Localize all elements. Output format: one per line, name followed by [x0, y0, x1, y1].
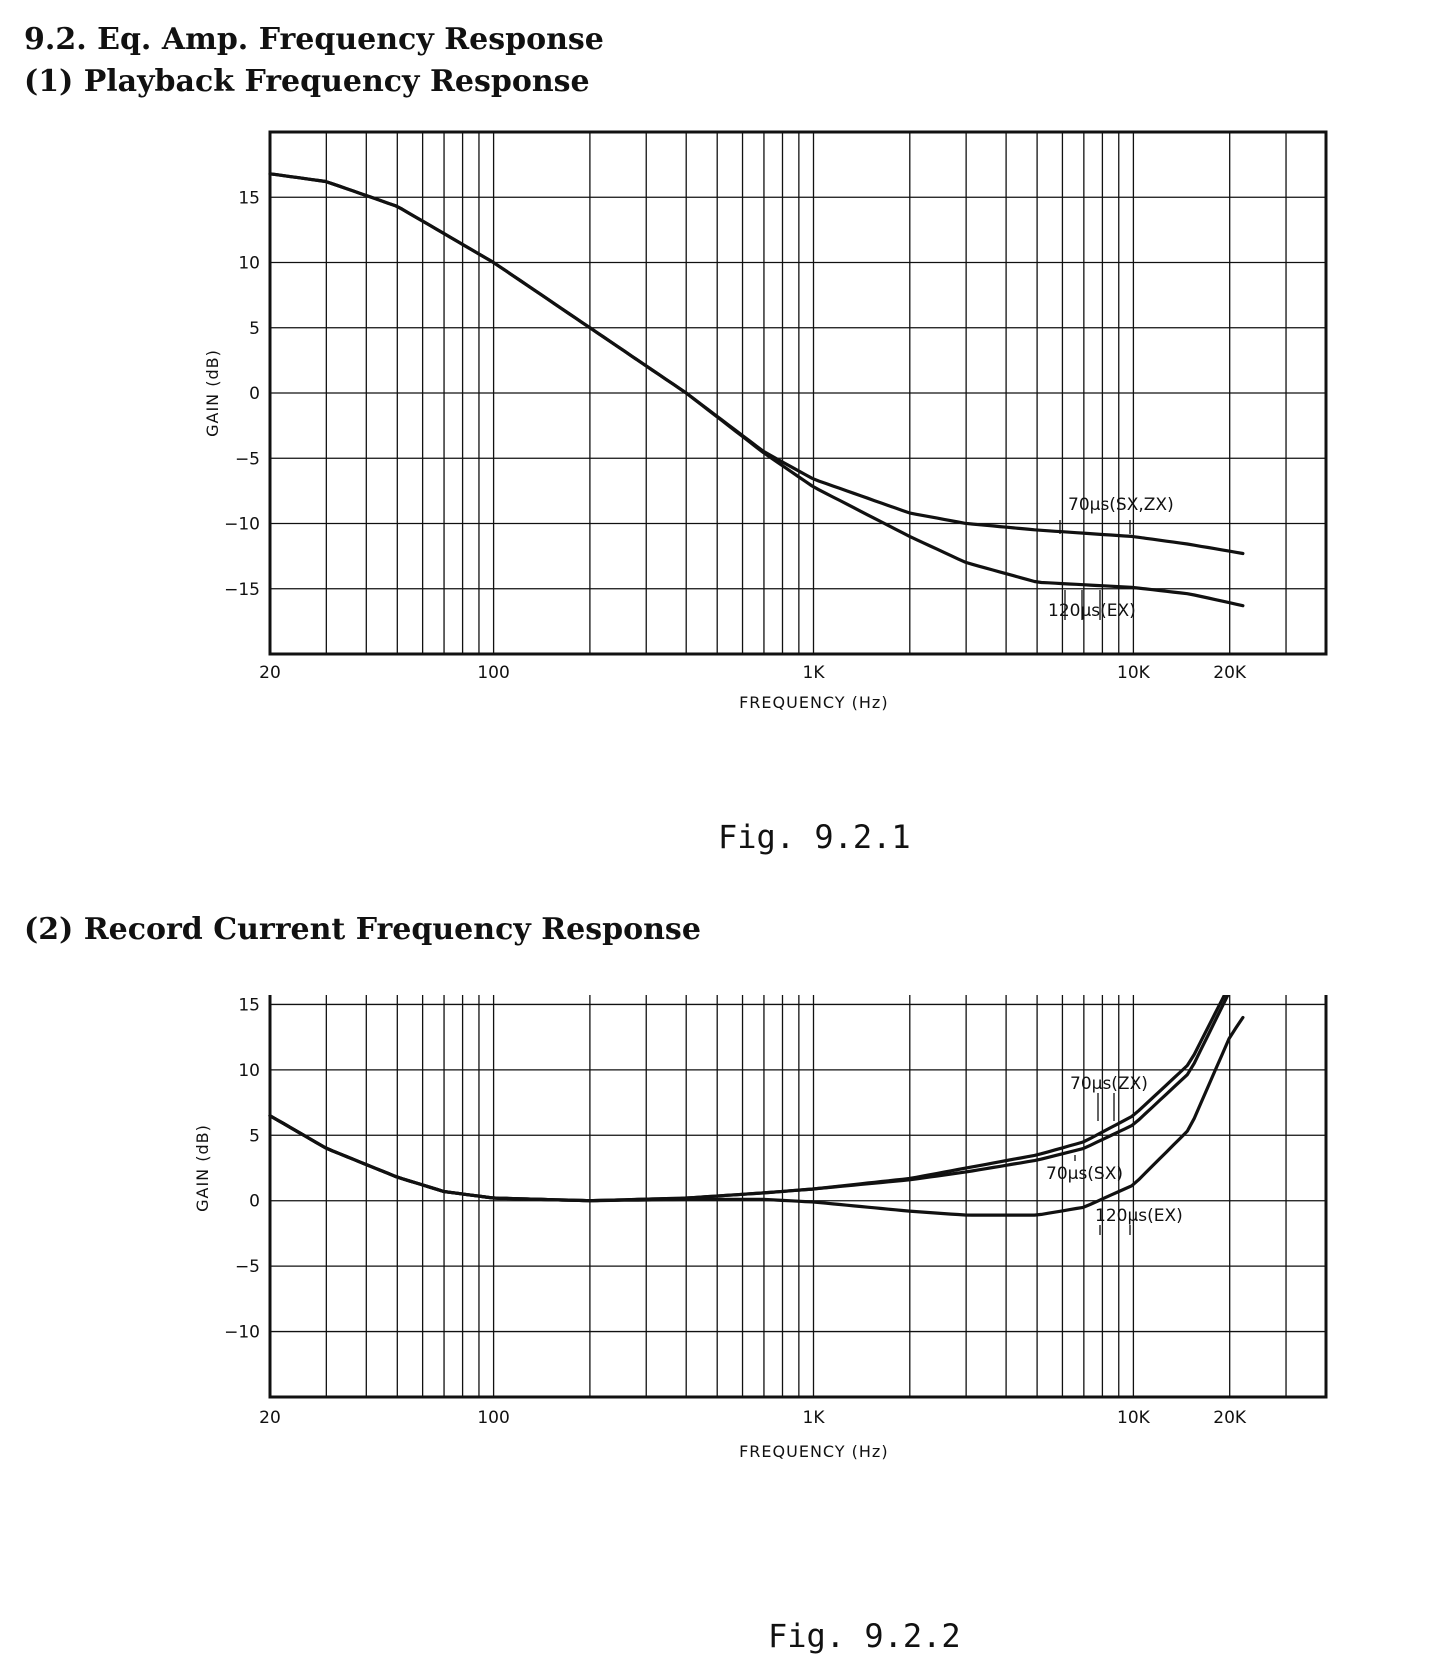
x-tick-label: 10K — [1117, 1408, 1151, 1428]
y-tick-label: −10 — [224, 1323, 260, 1343]
y-tick-label: 5 — [249, 319, 260, 339]
y-tick-label: −10 — [224, 515, 260, 535]
figure-caption-1: Fig. 9.2.1 — [718, 818, 911, 856]
y-tick-label: −15 — [224, 580, 260, 600]
y-tick-label: 5 — [249, 1126, 260, 1146]
playback-heading: (1) Playback Frequency Response — [24, 64, 590, 99]
series-label-70-s-zx: 70µs(ZX) — [1070, 1074, 1148, 1094]
x-axis-label: FREQUENCY (Hz) — [739, 693, 888, 712]
x-tick-label: 20 — [259, 663, 281, 683]
vertical-gridlines — [325, 995, 1287, 1397]
x-tick-label: 10K — [1117, 663, 1151, 683]
x-tick-label: 1K — [803, 663, 826, 683]
series-line-120-s-ex — [268, 172, 1245, 608]
horizontal-gridlines — [270, 196, 1326, 590]
x-tick-label: 20K — [1213, 663, 1247, 683]
y-tick-label: 0 — [249, 1192, 260, 1212]
y-tick-label: 15 — [238, 995, 260, 1015]
x-tick-label: 20K — [1213, 1408, 1247, 1428]
x-tick-label: 100 — [477, 663, 509, 683]
horizontal-gridlines — [270, 1003, 1326, 1333]
section-heading: 9.2. Eq. Amp. Frequency Response — [24, 22, 604, 57]
record-current-heading: (2) Record Current Frequency Response — [24, 912, 701, 947]
x-tick-label: 20 — [259, 1408, 281, 1428]
x-tick-label: 100 — [477, 1408, 509, 1428]
x-axis-label: FREQUENCY (Hz) — [739, 1442, 888, 1461]
y-axis-label: GAIN (dB) — [203, 349, 222, 437]
x-tick-label: 1K — [803, 1408, 826, 1428]
figure-caption-2: Fig. 9.2.2 — [768, 1617, 961, 1655]
y-tick-label: 15 — [238, 188, 260, 208]
plot-frame — [268, 130, 1328, 656]
y-tick-label: −5 — [235, 449, 260, 469]
series-label-120-s-ex: 120µs(EX) — [1095, 1206, 1183, 1226]
y-tick-label: 10 — [238, 1061, 260, 1081]
series-line-120-s-ex — [268, 1015, 1245, 1217]
series-label-70-s-sx-zx: 70µs(SX,ZX) — [1068, 495, 1174, 515]
record-current-frequency-response-chart: 15 10 5 0 −5 −10 20 100 1K 10K 20K FREQUENCY (Hz) GA… — [193, 995, 1328, 1461]
y-axis-label: GAIN (dB) — [193, 1124, 212, 1212]
series-label-70-s-sx: 70µs(SX) — [1046, 1164, 1123, 1184]
y-tick-label: 10 — [238, 254, 260, 274]
plot-frame — [268, 995, 1328, 1399]
y-tick-label: 0 — [249, 384, 260, 404]
series-label-120-s-ex: 120µs(EX) — [1048, 601, 1136, 621]
playback-frequency-response-chart: 15 10 5 0 −5 −10 −15 20 100 1K 10K 20K FREQUENCY (Hz… — [203, 130, 1328, 712]
y-tick-label: −5 — [235, 1257, 260, 1277]
